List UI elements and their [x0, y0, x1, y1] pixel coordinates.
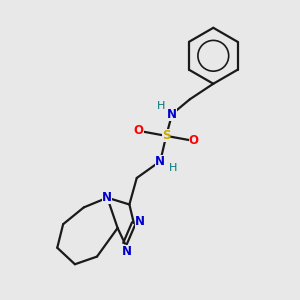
Text: H: H [169, 163, 177, 173]
Text: S: S [162, 129, 170, 142]
Text: N: N [135, 215, 145, 228]
Text: N: N [155, 155, 165, 168]
Text: N: N [167, 108, 177, 121]
Text: N: N [102, 191, 112, 204]
Text: N: N [122, 245, 131, 258]
Text: O: O [134, 124, 144, 137]
Text: H: H [157, 101, 165, 111]
Text: O: O [189, 134, 199, 147]
